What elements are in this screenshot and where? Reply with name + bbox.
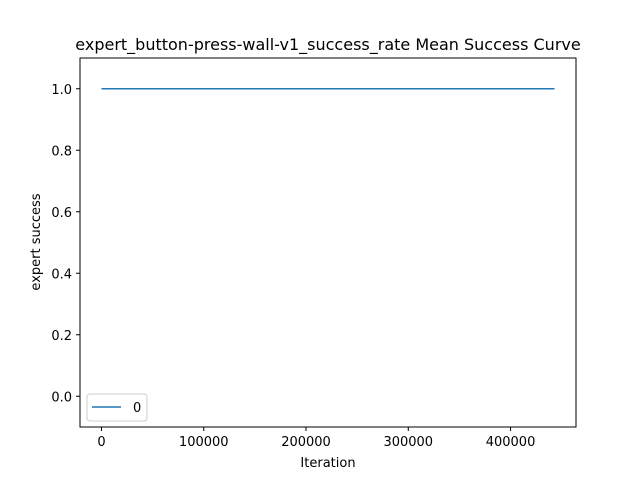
y-tick-label: 0.4 — [51, 267, 72, 282]
x-axis-label: Iteration — [300, 456, 355, 471]
x-tick-label: 200000 — [281, 435, 331, 450]
y-axis-label: expert success — [29, 193, 44, 290]
y-tick-label: 0.0 — [51, 390, 72, 405]
x-tick-label: 400000 — [486, 435, 536, 450]
x-tick-label: 0 — [97, 435, 105, 450]
y-tick-label: 0.8 — [51, 144, 72, 159]
x-tick-label: 300000 — [383, 435, 433, 450]
legend: 0 — [86, 393, 148, 422]
y-tick-label: 1.0 — [51, 83, 72, 98]
y-axis-ticks: 0.0 0.2 0.4 0.6 0.8 1.0 — [51, 83, 80, 405]
plot-frame — [79, 57, 577, 428]
x-tick-label: 100000 — [179, 435, 229, 450]
y-tick-label: 0.6 — [51, 206, 72, 221]
legend-label: 0 — [133, 401, 141, 416]
chart-title: expert_button-press-wall-v1_success_rate… — [75, 35, 580, 55]
y-tick-label: 0.2 — [51, 329, 72, 344]
x-axis-ticks: 0 100000 200000 300000 400000 — [97, 427, 535, 450]
